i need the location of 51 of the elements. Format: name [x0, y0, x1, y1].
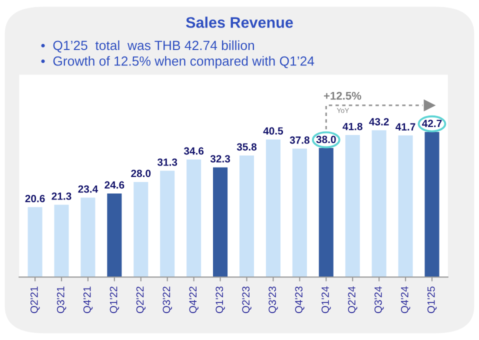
data-label: 20.6	[25, 194, 45, 202]
data-label: 42.7	[422, 120, 442, 128]
bar	[80, 198, 96, 278]
data-label: 28.0	[131, 170, 151, 178]
bar	[186, 160, 202, 278]
bar	[345, 135, 360, 278]
data-label: 24.6	[104, 181, 124, 189]
data-label: 43.2	[369, 118, 389, 126]
x-tick-label: Q4'23	[295, 286, 304, 314]
data-label: 34.6	[184, 147, 204, 155]
chart-subtitle: • Q1’25 total was THB 42.74 billion • Growth of 12.5% when compared with Q1’24	[41, 40, 314, 68]
x-tick-label: Q1'22	[110, 286, 120, 314]
bar	[292, 148, 307, 278]
x-tick-label: Q1'24	[322, 286, 331, 314]
bar	[239, 155, 254, 278]
text: +12.5%	[324, 92, 362, 100]
data-label: 23.4	[78, 185, 98, 193]
bar	[107, 194, 122, 278]
x-tick-label: Q3'23	[268, 286, 278, 314]
x-tick-label: Q2'21	[30, 286, 40, 314]
x-tick-label: Q1'23	[216, 286, 225, 314]
x-tick-label: Q2'24	[348, 286, 358, 314]
x-tick-label: Q2'23	[242, 286, 252, 314]
bar	[372, 130, 386, 278]
chart-title: Sales Revenue	[186, 16, 293, 28]
bar	[213, 167, 228, 278]
data-label: 41.8	[342, 122, 362, 130]
x-tick-label: Q3'24	[374, 286, 384, 314]
bar	[28, 207, 42, 278]
bar	[398, 135, 413, 278]
data-label: 21.3	[52, 192, 72, 200]
x-tick-label: Q4'21	[83, 286, 93, 314]
data-label: 32.3	[210, 155, 230, 163]
bar	[424, 132, 440, 278]
x-tick-label: Q1'25	[427, 286, 437, 314]
x-tick-label: Q3'21	[56, 286, 66, 314]
bar	[134, 182, 148, 278]
bar	[160, 170, 175, 278]
data-label: 35.8	[236, 143, 257, 151]
bar	[54, 204, 69, 278]
data-label: 40.5	[263, 127, 284, 135]
x-tick-label: Q4'24	[400, 286, 410, 314]
x-tick-label: Q4'22	[189, 286, 198, 314]
data-label: 37.8	[290, 136, 310, 144]
x-tick-label: Q3'22	[162, 286, 172, 314]
data-label: 41.7	[396, 123, 416, 130]
data-label: 31.3	[157, 158, 178, 166]
data-label: 38.0	[316, 136, 336, 144]
bar	[318, 148, 334, 278]
x-tick-label: Q2'22	[136, 286, 146, 314]
bar	[266, 139, 280, 278]
